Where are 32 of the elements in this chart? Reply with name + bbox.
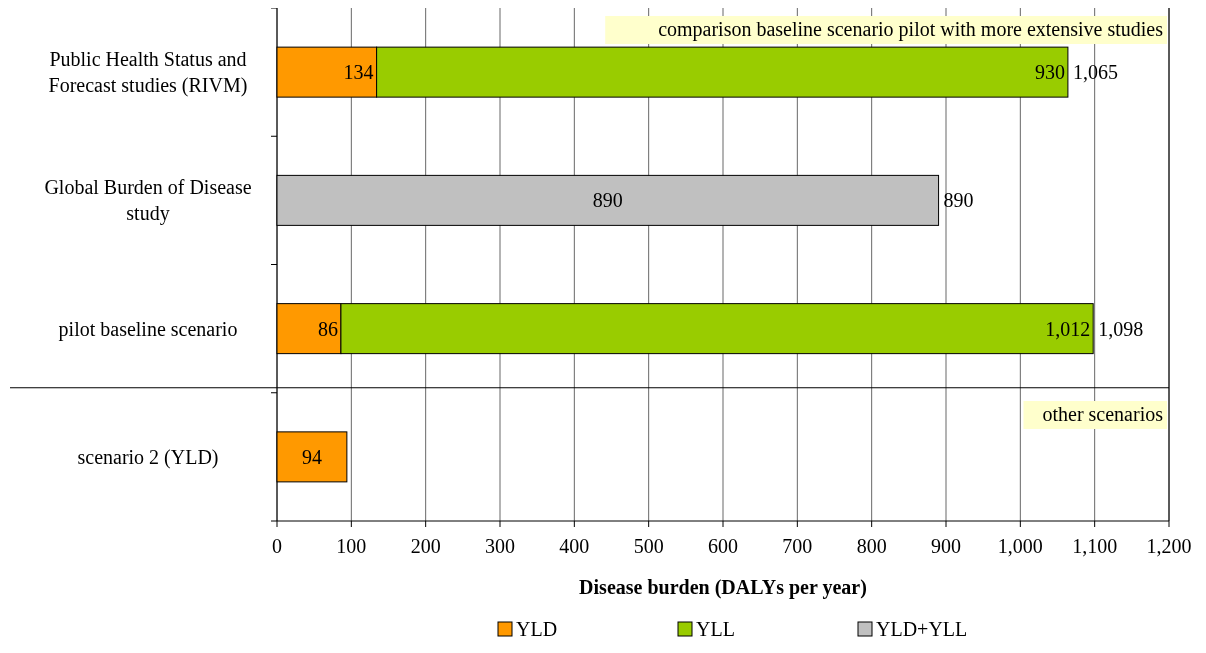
- data-label: 930: [1034, 61, 1065, 84]
- data-label: 1,012: [1045, 317, 1091, 340]
- x-axis-title: Disease burden (DALYs per year): [579, 576, 867, 599]
- annotation: comparison baseline scenario pilot with more extensive studies: [658, 18, 1164, 41]
- x-tick-label: 300: [485, 535, 515, 557]
- data-label: 134: [343, 61, 374, 84]
- legend-label: YLD+YLL: [876, 618, 968, 640]
- x-tick-label: 200: [410, 535, 441, 557]
- x-tick-label: 0: [272, 535, 282, 557]
- x-tick-label: 400: [559, 535, 590, 557]
- annotation: other scenarios: [1042, 403, 1164, 425]
- x-tick-label: 700: [782, 535, 813, 557]
- x-tick-label: 1,200: [1146, 535, 1192, 557]
- x-tick-label: 500: [633, 535, 664, 557]
- data-label: 890: [592, 189, 623, 212]
- x-tick-label: 1,100: [1072, 535, 1118, 557]
- total-label: 890: [943, 189, 974, 212]
- total-label: 1,065: [1072, 61, 1118, 84]
- y-tick-label: pilot baseline scenario: [58, 317, 238, 341]
- y-tick-label: Global Burden of Disease study: [44, 176, 252, 226]
- x-tick-label: 1,000: [997, 535, 1043, 557]
- data-label: 86: [317, 317, 338, 340]
- legend-label: YLD: [516, 618, 558, 640]
- x-tick-label: 800: [856, 535, 887, 557]
- y-tick-label: Public Health Status and Forecast studies (RIVM): [48, 48, 248, 98]
- y-tick-label: scenario 2 (YLD): [77, 445, 219, 469]
- x-tick-label: 900: [931, 535, 961, 557]
- legend-label: YLL: [696, 618, 735, 640]
- total-label: 1,098: [1098, 317, 1144, 340]
- x-tick-label: 600: [708, 535, 738, 557]
- x-tick-label: 100: [336, 535, 367, 557]
- data-label: 94: [301, 445, 322, 468]
